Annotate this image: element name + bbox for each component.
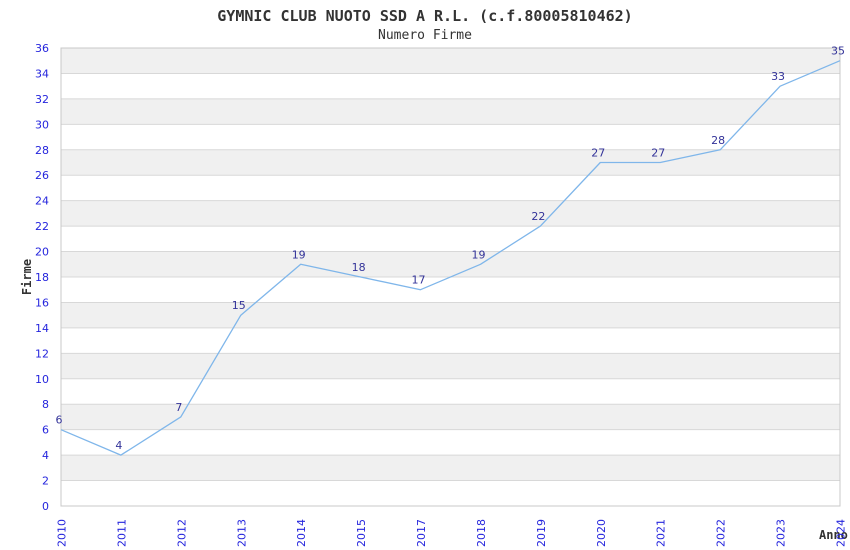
y-tick-label: 14 [35,322,49,335]
y-tick-label: 28 [35,144,49,157]
data-point-label: 19 [292,248,306,261]
y-tick-label: 16 [35,296,49,309]
data-point-label: 17 [412,274,426,287]
grid-band [61,302,840,328]
x-tick-label: 2020 [595,519,608,547]
data-point-label: 28 [711,134,725,147]
grid-band [61,149,840,176]
y-tick-label: 4 [42,449,49,462]
y-tick-label: 8 [42,398,49,411]
data-point-label: 7 [175,401,182,414]
x-tick-label: 2015 [355,519,368,547]
x-tick-label: 2017 [415,519,428,547]
data-point-label: 33 [771,70,785,83]
x-tick-label: 2018 [475,519,488,547]
data-point-label: 22 [531,210,545,223]
y-tick-label: 0 [42,500,49,513]
x-tick-label: 2012 [175,519,188,547]
y-tick-label: 2 [42,475,49,488]
data-point-label: 35 [831,45,845,58]
grid-band [61,404,840,430]
y-tick-label: 30 [35,118,49,131]
x-tick-label: 2024 [835,519,848,547]
y-tick-label: 20 [35,246,49,259]
data-point-label: 19 [471,248,485,261]
y-tick-label: 24 [35,195,49,208]
data-point-label: 15 [232,299,246,312]
grid-band [61,251,840,277]
x-axis-title: Anno [819,528,848,542]
grid-band [61,200,840,227]
x-tick-label: 2011 [115,519,128,547]
data-point-label: 6 [56,414,63,427]
y-tick-label: 22 [35,220,49,233]
grid-band [61,98,840,125]
plot-border [60,47,841,507]
data-point-label: 27 [651,147,665,160]
y-tick-label: 36 [35,42,49,55]
data-point-label: 27 [591,147,605,160]
chart-subtitle: Numero Firme [378,28,472,43]
y-tick-label: 34 [35,67,49,80]
x-tick-label: 2013 [235,519,248,547]
y-tick-label: 12 [35,347,49,360]
x-tick-label: 2010 [56,519,69,547]
y-tick-label: 32 [35,93,49,106]
grid-band [61,48,840,74]
x-tick-label: 2014 [295,519,308,547]
y-tick-label: 26 [35,169,49,182]
grid-band [61,455,840,481]
chart-title: GYMNIC CLUB NUOTO SSD A R.L. (c.f.800058… [217,7,633,25]
x-tick-label: 2022 [715,519,728,547]
grid-band [61,353,840,379]
trend-line [60,60,841,456]
y-tick-label: 6 [42,424,49,437]
y-tick-label: 18 [35,271,49,284]
data-point-label: 18 [352,261,366,274]
x-tick-label: 2019 [535,519,548,547]
x-tick-label: 2021 [655,519,668,547]
x-tick-label: 2023 [775,519,788,547]
data-point-label: 4 [115,439,122,452]
y-tick-label: 10 [35,373,49,386]
